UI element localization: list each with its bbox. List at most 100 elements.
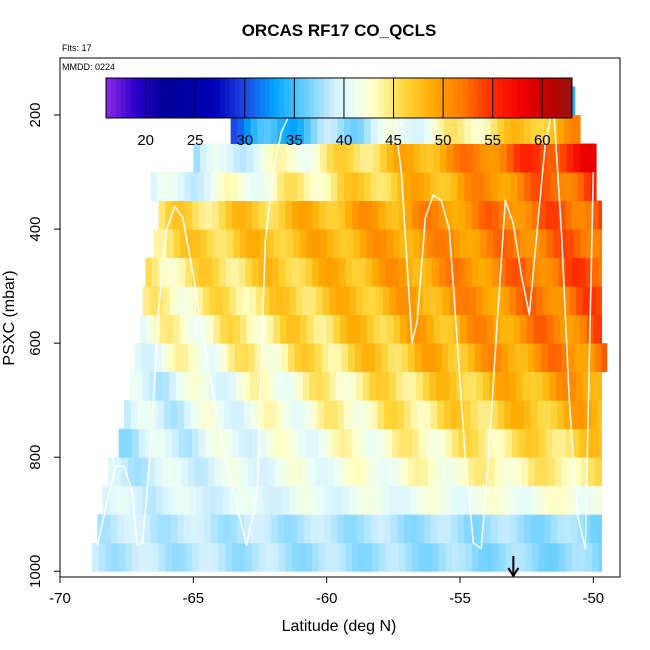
heat-cell — [548, 457, 556, 487]
heat-cell — [238, 257, 246, 287]
heat-cell — [236, 286, 244, 316]
colorbar-cell — [170, 78, 176, 118]
heat-cell — [173, 314, 181, 344]
colorbar-tick-label: 50 — [435, 132, 452, 149]
heat-cell — [337, 514, 345, 544]
heat-cell — [236, 371, 244, 401]
heat-cell — [305, 428, 313, 458]
heat-cell — [396, 286, 404, 316]
colorbar-cell — [244, 78, 251, 118]
heat-cell — [160, 229, 168, 259]
heat-cell — [228, 343, 236, 373]
heat-cell — [337, 400, 345, 430]
heat-cell — [230, 514, 238, 544]
heat-cell — [581, 343, 589, 373]
heat-cell — [560, 143, 568, 173]
heat-cell — [196, 286, 204, 316]
heat-cell — [408, 343, 416, 373]
heat-cell — [216, 371, 224, 401]
heat-cell — [174, 343, 182, 373]
heat-cell — [448, 343, 456, 373]
heat-cell — [405, 542, 413, 572]
heat-cell — [409, 485, 417, 515]
colorbar-cell — [467, 78, 474, 118]
heat-cell — [194, 457, 202, 487]
heat-cell — [540, 229, 548, 259]
heat-cell — [134, 343, 142, 373]
heat-cell — [285, 200, 293, 230]
heat-cell — [557, 514, 565, 544]
heat-cell — [600, 229, 602, 259]
colorbar-cell — [413, 78, 419, 118]
heat-cell — [270, 400, 278, 430]
heat-cell — [374, 343, 382, 373]
heat-cell — [345, 542, 353, 572]
heat-cell — [193, 143, 201, 173]
heat-cell — [210, 400, 218, 430]
heat-cell — [477, 115, 485, 144]
heat-cell — [426, 143, 434, 173]
heat-cell — [141, 343, 149, 373]
heat-cell — [486, 314, 494, 344]
heat-cell — [544, 400, 552, 430]
heat-cell — [277, 400, 285, 430]
heat-cell — [533, 143, 541, 173]
heat-cell — [501, 457, 509, 487]
heat-cell — [252, 428, 260, 458]
heat-cell — [358, 542, 366, 572]
heat-cell — [545, 428, 553, 458]
heat-cell — [360, 314, 368, 344]
heat-cell — [240, 143, 248, 173]
heat-cell — [532, 542, 540, 572]
heat-cell — [366, 143, 374, 173]
heat-cell — [257, 115, 265, 144]
heat-cell — [397, 115, 405, 144]
heat-cell — [398, 257, 406, 287]
heat-cell — [232, 257, 240, 287]
heat-cell — [470, 400, 478, 430]
heat-cell — [362, 371, 370, 401]
heat-cell — [502, 286, 510, 316]
colorbar-cell — [135, 78, 142, 118]
heat-cell — [594, 457, 602, 487]
heat-cell — [205, 428, 213, 458]
heat-cell — [170, 172, 178, 201]
heat-cell — [177, 172, 185, 201]
heat-cell — [518, 428, 526, 458]
heat-cell — [290, 172, 298, 201]
heat-cell — [132, 428, 140, 458]
heat-cell — [576, 371, 584, 401]
heat-cell — [418, 257, 426, 287]
heat-cell — [340, 143, 348, 173]
heat-cell — [584, 514, 592, 544]
heat-cell — [386, 143, 394, 173]
heat-cell — [150, 172, 158, 201]
heat-cell — [300, 229, 308, 259]
heat-cell — [197, 400, 205, 430]
heat-cell — [592, 257, 600, 287]
heat-cell — [492, 257, 500, 287]
heat-cell — [572, 542, 580, 572]
heat-cell — [490, 172, 498, 201]
heat-cell — [376, 371, 384, 401]
heat-cell — [325, 428, 333, 458]
heat-cell — [321, 457, 329, 487]
heat-cell — [260, 143, 268, 173]
heat-cell — [489, 286, 497, 316]
heat-cell — [398, 428, 406, 458]
heat-cell — [136, 485, 144, 515]
heat-cell — [377, 172, 385, 201]
heat-cell — [264, 400, 272, 430]
heat-cell — [168, 343, 176, 373]
heat-cell — [220, 314, 228, 344]
heat-cell — [537, 514, 545, 544]
heat-cell — [218, 257, 226, 287]
heat-cell — [285, 257, 293, 287]
colorbar-cell — [289, 78, 295, 118]
heat-cell — [538, 257, 546, 287]
heat-cell — [250, 172, 258, 201]
heat-cell — [298, 542, 306, 572]
heat-cell — [385, 542, 393, 572]
heat-cell — [532, 428, 540, 458]
heat-cell — [598, 542, 602, 572]
